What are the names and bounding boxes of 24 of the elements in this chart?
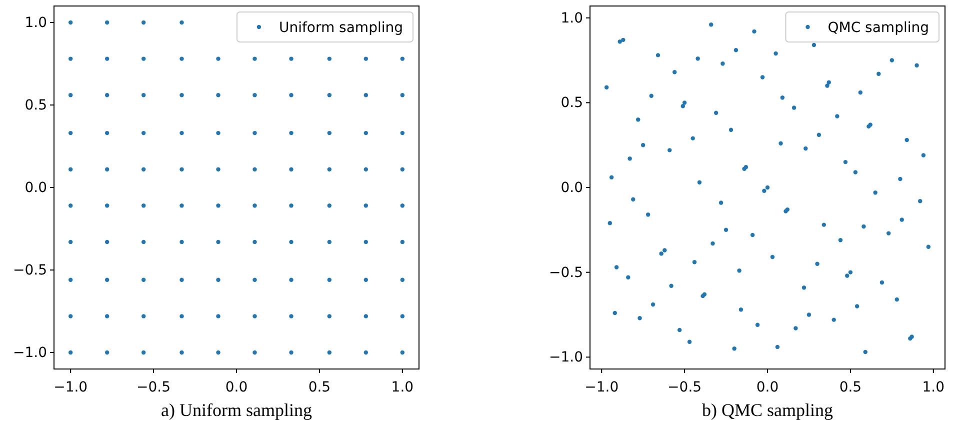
- x-tick-label: 0.0: [756, 379, 779, 396]
- x-tick-label: −0.5: [136, 379, 171, 396]
- x-tick-label: 0.5: [308, 379, 331, 396]
- x-tick-label: 1.0: [391, 379, 414, 396]
- legend-label: QMC sampling: [828, 20, 929, 36]
- text: a) Uniform sampling: [161, 400, 312, 420]
- y-tick-label: −1.0: [13, 344, 47, 361]
- x-tick-label: −1.0: [584, 379, 619, 396]
- y-tick-label: 1.0: [560, 10, 583, 26]
- y-tick-label: −0.5: [549, 264, 583, 281]
- y-tick-label: 0.0: [24, 180, 47, 196]
- y-tick-label: 1.0: [24, 14, 47, 31]
- x-tick-label: 0.0: [225, 379, 248, 396]
- y-tick-label: 0.5: [24, 97, 47, 114]
- x-tick-label: −1.0: [54, 379, 88, 396]
- y-tick-label: −1.0: [549, 350, 583, 366]
- x-tick-label: −0.5: [668, 379, 702, 396]
- x-tick-label: 1.0: [922, 379, 945, 396]
- y-tick-label: 0.5: [560, 95, 583, 112]
- text: b) QMC sampling: [702, 400, 834, 420]
- y-tick-label: −0.5: [13, 262, 47, 278]
- y-tick-label: 0.0: [560, 180, 583, 196]
- legend-label: Uniform sampling: [278, 20, 403, 36]
- x-tick-label: 0.5: [839, 379, 862, 396]
